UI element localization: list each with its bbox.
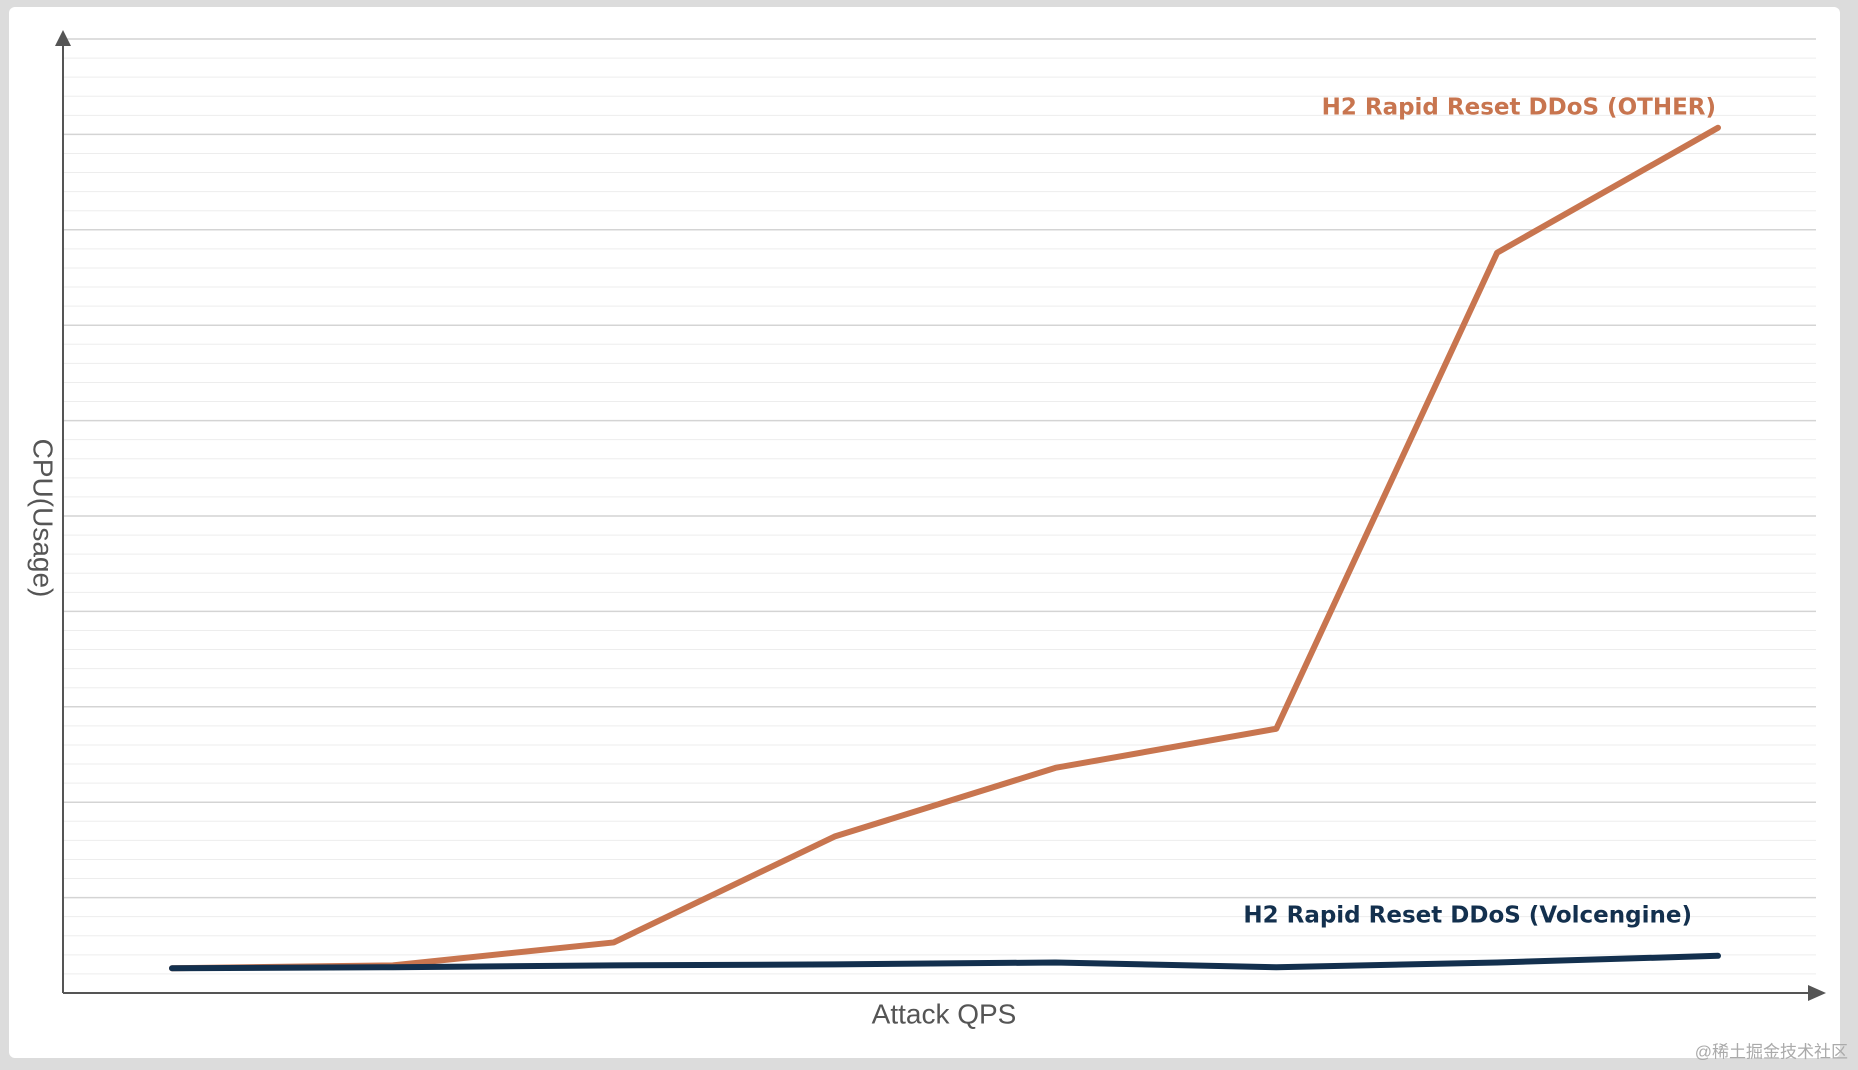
series-label: H2 Rapid Reset DDoS (OTHER) [1322,95,1716,121]
y-axis-arrow [55,30,71,46]
watermark: @稀土掘金技术社区 [1695,1042,1848,1061]
grid [63,38,1816,975]
series-line [169,124,1721,972]
panel [9,7,1840,1058]
series-line [169,952,1721,972]
x-axis-arrow [1808,985,1826,1001]
y-axis-title: CPU(Usage) [28,439,59,598]
x-axis-title: Attack QPS [872,998,1017,1029]
series-label: H2 Rapid Reset DDoS (Volcengine) [1243,903,1692,929]
